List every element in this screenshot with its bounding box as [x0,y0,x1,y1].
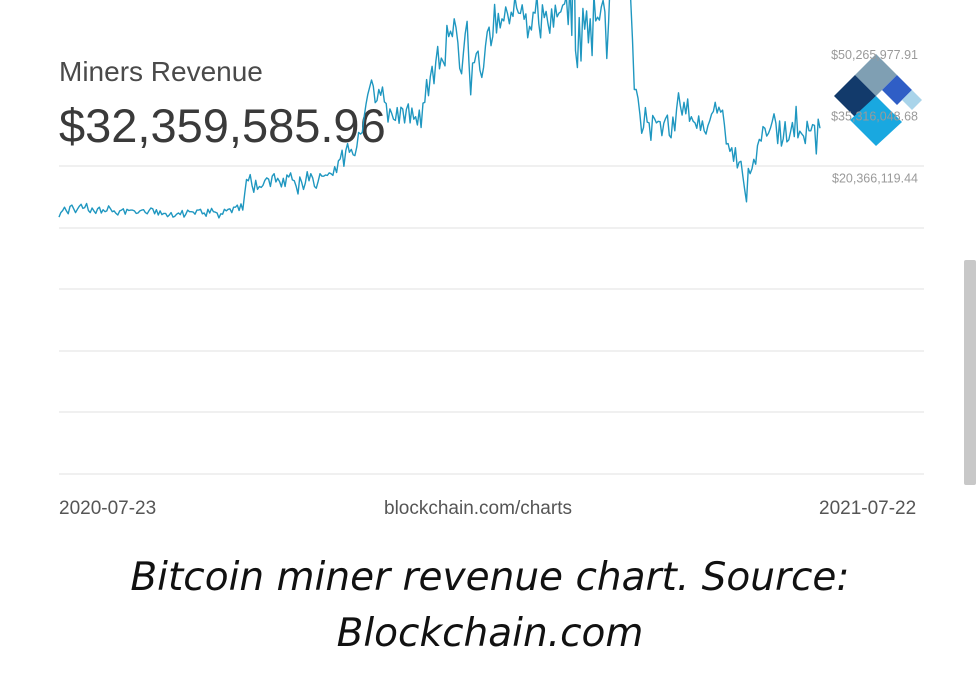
x-range-start-label: 2020-07-23 [59,498,157,519]
y-tick-labels: $20,366,119.44 $35,316,048.68 $50,265,977.… [831,0,918,186]
page-scrollbar[interactable] [964,260,976,485]
blockchain-logo-icon [834,54,922,146]
grid-lines [59,165,924,475]
logo-cyan-square [850,96,902,146]
series-line-layer [58,0,821,219]
chart-title: Miners Revenue [59,56,263,87]
y-tick-label: $20,366,119.44 [832,172,918,186]
source-link[interactable]: blockchain.com/charts [384,498,572,519]
figure-caption: Bitcoin miner revenue chart. Source: Blo… [0,550,980,662]
line-chart: $20,366,119.44 $35,316,048.68 $50,265,977.… [58,0,924,475]
miners-revenue-line [58,0,821,219]
caption-line-2: Blockchain.com [336,611,644,656]
x-range-end-label: 2021-07-22 [819,498,917,519]
logo-light-square [902,90,922,110]
caption-line-1: Bitcoin miner revenue chart. Source: [130,555,850,600]
y-tick-label: $50,265,977.91 [831,48,918,62]
y-tick-label: $35,316,048.68 [831,110,918,124]
current-value: $32,359,585.96 [59,99,386,152]
